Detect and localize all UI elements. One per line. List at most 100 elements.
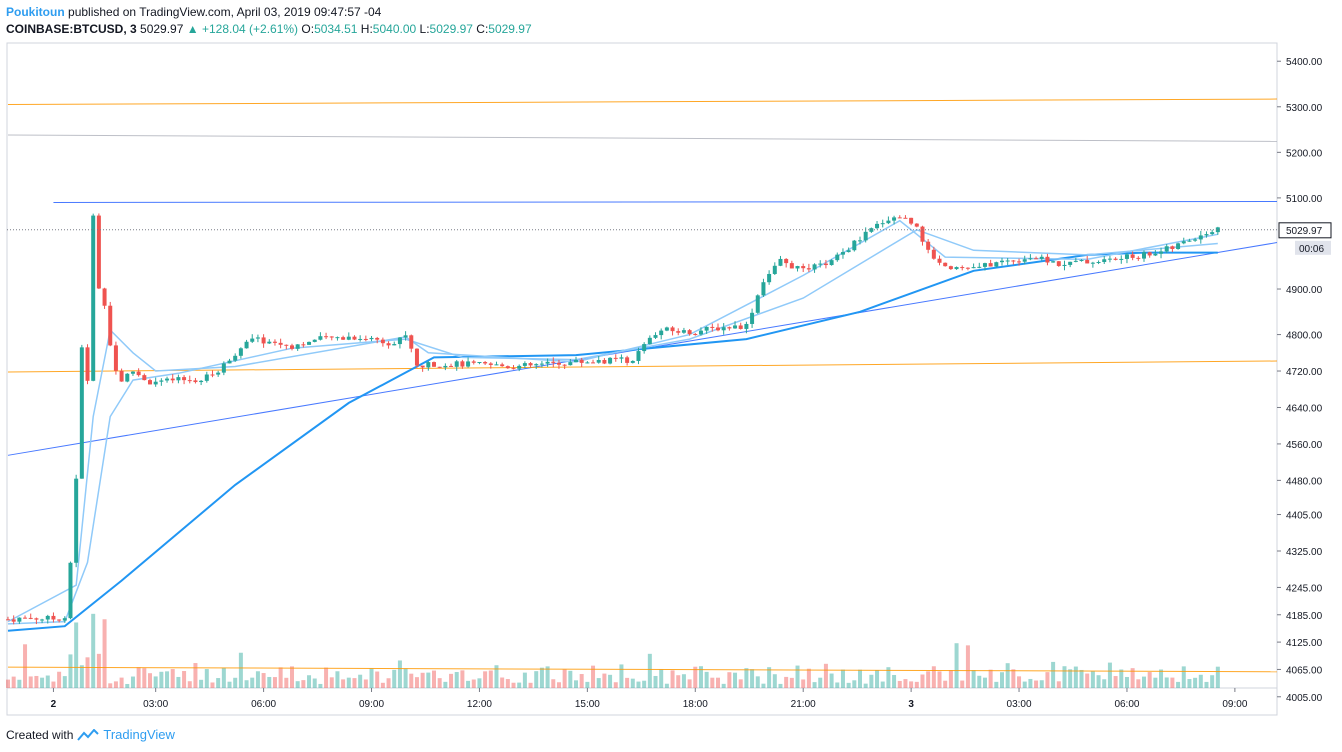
candle-body (426, 362, 431, 368)
volume-bar (613, 682, 618, 688)
tradingview-brand[interactable]: TradingView (103, 727, 175, 742)
candle-body (926, 241, 931, 250)
candle-body (6, 619, 10, 621)
candle-body (91, 215, 96, 381)
candle-body (187, 380, 192, 382)
volume-bar (443, 681, 448, 688)
candle-body (216, 372, 221, 375)
volume-bar (250, 677, 255, 688)
publish-info: published on TradingView.com, April 03, … (68, 5, 382, 19)
candle-body (954, 267, 959, 270)
countdown-badge-box (1295, 240, 1331, 255)
volume-bar (1079, 669, 1084, 688)
candle-body (165, 378, 170, 381)
volume-bar (23, 644, 28, 688)
candle-body (681, 330, 686, 333)
candle-body (136, 371, 141, 376)
candle-body (432, 362, 436, 367)
price-tick-label: 5400.00 (1286, 57, 1323, 68)
candle-body (1090, 262, 1095, 264)
volume-bar (778, 683, 783, 688)
candle-body (477, 362, 482, 364)
candle-body (221, 363, 226, 373)
volume-bar (1204, 681, 1209, 688)
volume-bar (897, 680, 902, 688)
candle-body (1068, 261, 1073, 265)
candle-body (977, 266, 982, 268)
candle-body (778, 258, 783, 266)
volume-bar (1011, 669, 1016, 688)
candle-body (1045, 256, 1050, 263)
candle-body (1142, 252, 1146, 259)
volume-bar (1119, 669, 1124, 688)
time-tick-label: 18:00 (683, 699, 708, 710)
high-label: H: (360, 22, 373, 36)
candle-body (806, 268, 811, 270)
volume-bar (329, 677, 334, 688)
candle-body (914, 223, 919, 227)
volume-bar (1193, 677, 1198, 688)
candle-body (517, 365, 522, 369)
candle-body (1051, 261, 1056, 263)
volume-bar (528, 682, 533, 688)
candle-body (693, 333, 698, 335)
candle-body (346, 336, 351, 340)
volume-bar (182, 671, 187, 688)
volume-bar (886, 667, 891, 688)
candle-body (369, 337, 374, 340)
candle-body (750, 312, 755, 324)
footer: Created with TradingView (6, 727, 175, 742)
candle-body (1011, 260, 1016, 262)
volume-bar (113, 681, 118, 688)
candle-body (102, 288, 107, 306)
volume-bar (721, 683, 726, 688)
low-value: 5029.97 (429, 22, 473, 36)
volume-bar (392, 669, 397, 688)
candle-body (193, 380, 198, 383)
time-tick-label: 12:00 (467, 699, 492, 710)
candle-body (238, 348, 243, 356)
drawn-lines (7, 98, 1278, 673)
volume-bar (1159, 669, 1164, 688)
volume-bar (801, 679, 806, 688)
countdown-text: 00:06 (1299, 244, 1324, 255)
drawn-line-orange (7, 360, 1278, 373)
volume-bar (931, 666, 936, 688)
volume-bar (1017, 676, 1022, 688)
candle-body (1079, 260, 1084, 262)
candle-body (1210, 232, 1215, 235)
author-name[interactable]: Poukitoun (6, 5, 65, 19)
volume-bar (1085, 673, 1090, 688)
volume-bar (454, 672, 459, 688)
candle-body (818, 263, 823, 265)
candle-body (108, 305, 113, 346)
candle-body (574, 359, 578, 363)
volume-bar (324, 667, 329, 688)
candle-body (840, 252, 845, 255)
candle-body (1056, 261, 1061, 266)
volume-bar (1176, 681, 1181, 688)
candle-body (727, 327, 732, 329)
candle-body (744, 323, 749, 329)
price-tick-label: 5200.00 (1286, 148, 1323, 159)
candle-body (182, 377, 187, 381)
candles (6, 213, 1220, 625)
time-tick-label: 03:00 (1007, 699, 1032, 710)
volume-bar (477, 678, 482, 688)
volume-bar (1124, 676, 1129, 688)
candle-body (449, 365, 454, 367)
price-tick-label: 5300.00 (1286, 103, 1323, 114)
volume-bar (375, 671, 380, 688)
volume-bar (34, 675, 39, 688)
candle-body (556, 362, 561, 365)
volume-bar (738, 679, 743, 688)
volume-bar (426, 672, 431, 688)
candle-body (789, 263, 794, 269)
candle-body (897, 217, 902, 219)
volume-bar (693, 666, 698, 688)
volume-bar (863, 683, 868, 688)
candle-body (62, 618, 67, 621)
candle-body (466, 361, 471, 367)
volume-bar (602, 673, 607, 688)
